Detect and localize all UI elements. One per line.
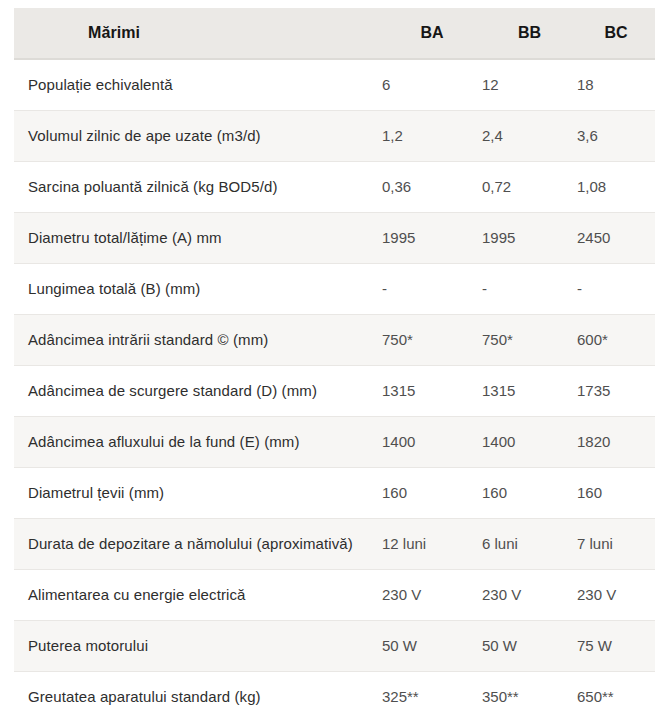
row-label: Volumul zilnic de ape uzate (m3/d) bbox=[14, 127, 382, 145]
cell-value-bc: 1735 bbox=[577, 382, 655, 400]
cell-value-ba: 230 V bbox=[382, 586, 482, 604]
cell-value-bc: 18 bbox=[577, 76, 655, 94]
row-label: Adâncimea afluxului de la fund (E) (mm) bbox=[14, 433, 382, 451]
row-label: Sarcina poluantă zilnică (kg BOD5/d) bbox=[14, 178, 382, 196]
cell-value-bc: 650** bbox=[577, 688, 655, 706]
row-label: Populație echivalentă bbox=[14, 76, 382, 94]
cell-value-bc: 3,6 bbox=[577, 127, 655, 145]
table-row: Sarcina poluantă zilnică (kg BOD5/d) 0,3… bbox=[14, 162, 655, 213]
cell-value-ba: 0,36 bbox=[382, 178, 482, 196]
cell-value-bb: 750* bbox=[482, 331, 577, 349]
cell-value-ba: 1995 bbox=[382, 229, 482, 247]
cell-value-bb: 1995 bbox=[482, 229, 577, 247]
row-label: Diametru total/lățime (A) mm bbox=[14, 229, 382, 247]
cell-value-ba: 6 bbox=[382, 76, 482, 94]
table-header-row: Mărimi BA BB BC bbox=[14, 8, 655, 60]
cell-value-bc: 600* bbox=[577, 331, 655, 349]
table-row: Alimentarea cu energie electrică 230 V 2… bbox=[14, 570, 655, 621]
table-row: Diametrul țevii (mm) 160 160 160 bbox=[14, 468, 655, 519]
row-label: Diametrul țevii (mm) bbox=[14, 484, 382, 502]
page: Mărimi BA BB BC Populație echivalentă 6 … bbox=[0, 0, 667, 720]
row-label: Adâncimea de scurgere standard (D) (mm) bbox=[14, 382, 382, 400]
cell-value-ba: 12 luni bbox=[382, 535, 482, 553]
cell-value-ba: 325** bbox=[382, 688, 482, 706]
cell-value-bb: 1315 bbox=[482, 382, 577, 400]
cell-value-bb: 350** bbox=[482, 688, 577, 706]
cell-value-bb: 1400 bbox=[482, 433, 577, 451]
cell-value-ba: 1,2 bbox=[382, 127, 482, 145]
cell-value-bc: 160 bbox=[577, 484, 655, 502]
cell-value-ba: 160 bbox=[382, 484, 482, 502]
cell-value-bb: 6 luni bbox=[482, 535, 577, 553]
table-row: Adâncimea afluxului de la fund (E) (mm) … bbox=[14, 417, 655, 468]
cell-value-bb: 50 W bbox=[482, 637, 577, 655]
row-label: Adâncimea intrării standard © (mm) bbox=[14, 331, 382, 349]
row-label: Alimentarea cu energie electrică bbox=[14, 586, 382, 604]
header-col-bc: BC bbox=[577, 23, 655, 42]
table-row: Puterea motorului 50 W 50 W 75 W bbox=[14, 621, 655, 672]
spec-table: Mărimi BA BB BC Populație echivalentă 6 … bbox=[14, 8, 655, 720]
table-row: Volumul zilnic de ape uzate (m3/d) 1,2 2… bbox=[14, 111, 655, 162]
row-label: Greutatea aparatului standard (kg) bbox=[14, 688, 382, 706]
cell-value-bc: 1820 bbox=[577, 433, 655, 451]
table-row: Adâncimea intrării standard © (mm) 750* … bbox=[14, 315, 655, 366]
row-label: Lungimea totală (B) (mm) bbox=[14, 280, 382, 298]
table-body: Populație echivalentă 6 12 18 Volumul zi… bbox=[14, 60, 655, 720]
table-row: Diametru total/lățime (A) mm 1995 1995 2… bbox=[14, 213, 655, 264]
cell-value-bc: 230 V bbox=[577, 586, 655, 604]
cell-value-bb: 2,4 bbox=[482, 127, 577, 145]
cell-value-ba: 50 W bbox=[382, 637, 482, 655]
cell-value-bc: 2450 bbox=[577, 229, 655, 247]
cell-value-bb: 12 bbox=[482, 76, 577, 94]
cell-value-bc: 7 luni bbox=[577, 535, 655, 553]
cell-value-bc: 1,08 bbox=[577, 178, 655, 196]
cell-value-bc: 75 W bbox=[577, 637, 655, 655]
cell-value-bb: 160 bbox=[482, 484, 577, 502]
cell-value-bb: - bbox=[482, 280, 577, 298]
cell-value-ba: 1400 bbox=[382, 433, 482, 451]
cell-value-ba: - bbox=[382, 280, 482, 298]
table-row: Populație echivalentă 6 12 18 bbox=[14, 60, 655, 111]
table-row: Greutatea aparatului standard (kg) 325**… bbox=[14, 672, 655, 720]
header-sizes-label: Mărimi bbox=[14, 23, 382, 42]
table-row: Durata de depozitare a nămolului (aproxi… bbox=[14, 519, 655, 570]
cell-value-ba: 750* bbox=[382, 331, 482, 349]
cell-value-bb: 230 V bbox=[482, 586, 577, 604]
table-row: Lungimea totală (B) (mm) - - - bbox=[14, 264, 655, 315]
row-label: Durata de depozitare a nămolului (aproxi… bbox=[14, 535, 382, 553]
cell-value-ba: 1315 bbox=[382, 382, 482, 400]
cell-value-bc: - bbox=[577, 280, 655, 298]
table-row: Adâncimea de scurgere standard (D) (mm) … bbox=[14, 366, 655, 417]
header-col-bb: BB bbox=[482, 23, 577, 42]
header-col-ba: BA bbox=[382, 23, 482, 42]
cell-value-bb: 0,72 bbox=[482, 178, 577, 196]
row-label: Puterea motorului bbox=[14, 637, 382, 655]
